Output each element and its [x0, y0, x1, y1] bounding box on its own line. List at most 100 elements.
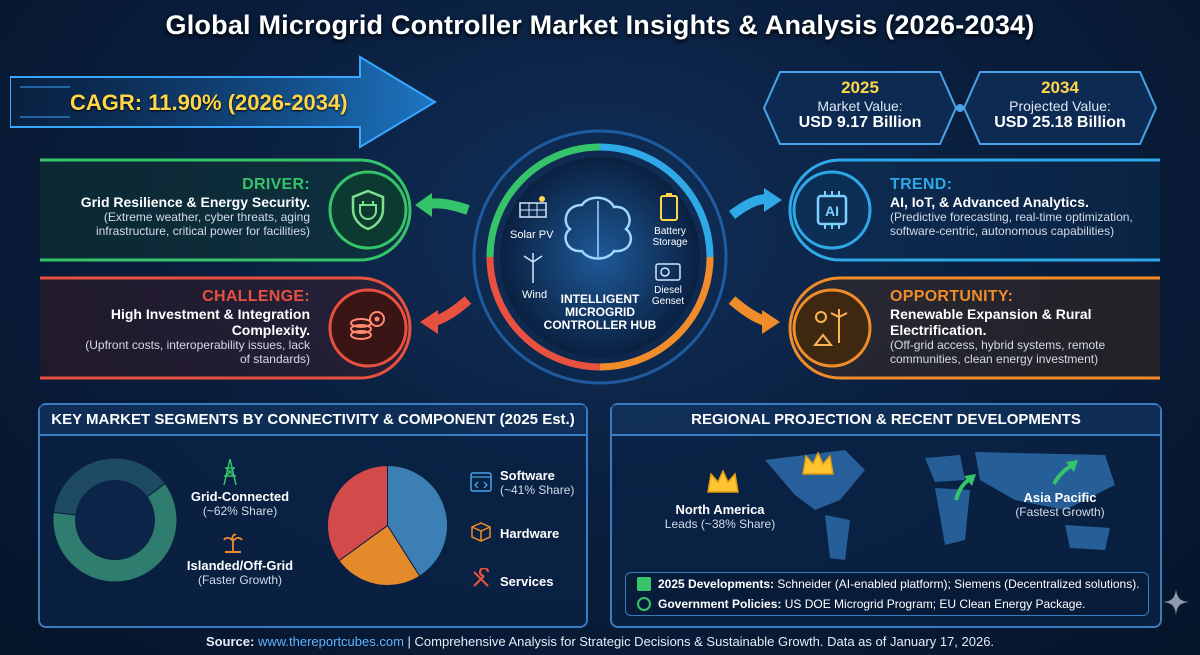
driver-sub-line1: (Extreme weather, cyber threats, aging	[103, 210, 310, 224]
challenge-heading: CHALLENGE:	[202, 288, 310, 305]
trend-heading: TREND:	[890, 176, 953, 193]
policies-line: Government Policies: US DOE Microgrid Pr…	[658, 597, 1086, 611]
opportunity-card: OPPORTUNITY: Renewable Expansion & Rural…	[890, 288, 1160, 366]
battery-label-line1: Battery	[654, 226, 686, 237]
grid-connected-segment: Grid-Connected (~62% Share)	[170, 489, 310, 518]
grid-connected-label: Grid-Connected	[190, 489, 290, 504]
year-2034: 2034	[1041, 78, 1079, 97]
controller-hub	[472, 129, 728, 385]
developments-text: Schneider (AI-enabled platform); Siemens…	[774, 577, 1140, 591]
opportunity-title-line1: Renewable Expansion & Rural	[890, 306, 1092, 322]
hub-label-line3: CONTROLLER HUB	[543, 318, 657, 332]
cagr-value: CAGR: 11.90% (2026-2034)	[70, 90, 348, 115]
asia-pacific-label: Asia Pacific	[1023, 490, 1097, 505]
asia-pacific-note: (Fastest Growth)	[1015, 505, 1105, 519]
donut-hole	[75, 480, 155, 560]
challenge-sub-line2: of standards)	[239, 352, 310, 366]
wind-turbine-icon	[523, 253, 543, 283]
opportunity-sub-line1: (Off-grid access, hybrid systems, remote	[890, 338, 1106, 352]
opportunity-sub-line2: communities, clean energy investment)	[890, 352, 1099, 366]
year-2025: 2025	[841, 78, 879, 97]
driver-card: DRIVER: Grid Resilience & Energy Securit…	[60, 176, 310, 238]
code-window-icon	[470, 472, 492, 492]
ai-chip-label: AI	[825, 203, 839, 219]
source-footer: Source: www.thereportcubes.com | Compreh…	[0, 634, 1200, 649]
sparkle-icon	[1163, 589, 1189, 615]
regional-heading: REGIONAL PROJECTION & RECENT DEVELOPMENT…	[612, 405, 1160, 436]
coins-gear-icon	[350, 311, 385, 340]
ai-chip-icon: AI	[816, 191, 848, 229]
developments-label: 2025 Developments:	[658, 577, 775, 591]
calendar-icon	[637, 577, 651, 591]
solar-panel-icon	[519, 196, 547, 218]
challenge-card: CHALLENGE: High Investment & Integration…	[60, 288, 310, 366]
market-value-2034: USD 25.18 Billion	[994, 114, 1126, 131]
north-america-note: Leads (~38% Share)	[664, 517, 776, 531]
opportunity-title-line2: Electrification.	[890, 322, 987, 338]
cagr-arrow	[10, 55, 437, 149]
box-icon	[471, 522, 491, 542]
challenge-title-line1: High Investment & Integration	[110, 306, 310, 322]
trend-card: TREND: AI, IoT, & Advanced Analytics. (P…	[890, 176, 1160, 238]
islanded-label: Islanded/Off-Grid	[186, 558, 294, 573]
driver-heading: DRIVER:	[242, 176, 310, 193]
trend-sub-line2: software-centric, autonomous capabilitie…	[890, 224, 1115, 238]
hub-label-line2: MICROGRID	[565, 305, 635, 319]
developments-box	[625, 572, 1149, 616]
crown-icon-north-america	[707, 469, 739, 493]
wrench-icon	[473, 568, 490, 587]
slice-services	[327, 464, 388, 562]
challenge-sub-line1: (Upfront costs, interoperability issues,…	[85, 338, 310, 352]
asia-pacific-region: Asia Pacific (Fastest Growth)	[995, 490, 1125, 519]
diesel-label-line1: Diesel	[654, 285, 682, 296]
solar-pv-label: Solar PV	[510, 229, 554, 241]
hub-label-line1: INTELLIGENT	[560, 292, 640, 306]
islanded-segment: Islanded/Off-Grid (Faster Growth)	[170, 558, 310, 587]
trend-sub-line1: (Predictive forecasting, real-time optim…	[890, 210, 1133, 224]
hardware-label: Hardware	[500, 526, 560, 541]
software-label: Software	[500, 468, 555, 483]
island-palm-icon	[223, 533, 243, 553]
developments-line: 2025 Developments: Schneider (AI-enabled…	[658, 577, 1140, 591]
wind-label: Wind	[522, 289, 548, 301]
source-label: Source:	[205, 634, 255, 649]
source-text: | Comprehensive Analysis for Strategic D…	[403, 634, 995, 649]
source-link[interactable]: www.thereportcubes.com	[257, 634, 404, 649]
trend-up-icon	[1052, 460, 1078, 485]
market-2025-box: 2025 Market Value: USD 9.17 Billion	[764, 72, 956, 140]
driver-title: Grid Resilience & Energy Security.	[80, 194, 310, 210]
battery-label-line2: Storage	[652, 237, 688, 248]
shield-plug-icon	[351, 189, 385, 231]
services-label: Services	[500, 574, 554, 589]
renewables-icon	[812, 309, 848, 346]
market-value-2025: USD 9.17 Billion	[798, 114, 922, 131]
market-2034-box: 2034 Projected Value: USD 25.18 Billion	[964, 72, 1156, 140]
market-value-label: Market Value:	[817, 98, 903, 114]
software-share: (~41% Share)	[500, 483, 575, 497]
segments-heading: KEY MARKET SEGMENTS BY CONNECTIVITY & CO…	[40, 405, 586, 436]
opportunity-heading: OPPORTUNITY:	[890, 288, 1014, 305]
component-pie	[327, 464, 448, 586]
slice-hardware	[338, 524, 421, 586]
world-map	[765, 450, 1115, 560]
policies-label: Government Policies:	[658, 597, 782, 611]
north-america-label: North America	[675, 502, 765, 517]
north-america-region: North America Leads (~38% Share)	[650, 502, 790, 531]
crown-icon-map	[802, 451, 834, 475]
hub-label: INTELLIGENT MICROGRID CONTROLLER HUB	[540, 293, 660, 332]
connectivity-donut	[52, 457, 178, 583]
challenge-title-line2: Complexity.	[231, 322, 310, 338]
grid-connected-share: (~62% Share)	[202, 504, 278, 518]
policies-text: US DOE Microgrid Program; EU Clean Energ…	[781, 597, 1086, 611]
battery-label: Battery Storage	[650, 226, 690, 248]
diesel-label: Diesel Genset	[648, 285, 688, 307]
growth-arrow-icon	[954, 474, 976, 501]
trend-title: AI, IoT, & Advanced Analytics.	[890, 194, 1089, 210]
transmission-tower-icon	[223, 458, 237, 486]
islanded-note: (Faster Growth)	[197, 573, 282, 587]
card-frames	[40, 158, 1160, 380]
driver-sub-line2: infrastructure, critical power for facil…	[95, 224, 310, 238]
software-segment: Software (~41% Share)	[500, 468, 574, 497]
projected-value-label: Projected Value:	[1009, 98, 1111, 114]
policy-icon	[637, 597, 651, 611]
